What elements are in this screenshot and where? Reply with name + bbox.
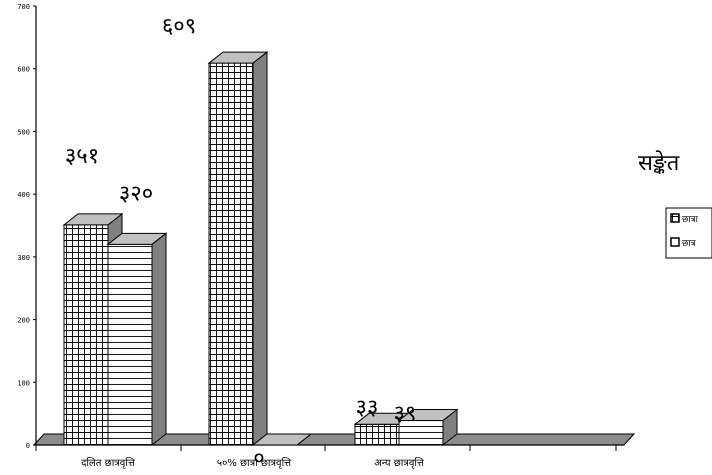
bar-front [354,423,400,446]
bars-group [62,51,459,447]
y-tick-label: 400 [17,191,30,199]
bar [207,51,269,447]
y-axis-ticks: 0 100 200 300 400 500 600 700 [17,3,36,450]
bar-front [107,243,153,446]
y-tick-label: 300 [17,254,30,262]
y-tick-label: 700 [17,3,30,11]
legend-title: सङ्केत [638,150,680,176]
bar [251,433,313,446]
data-label: ३२० [119,181,153,206]
y-tick-label: 100 [17,379,30,387]
x-category-label: ५०% छात्रा छात्रवृत्ति [217,457,292,469]
y-tick-label: 600 [17,66,30,74]
data-label: ३५१ [65,144,99,169]
bar [106,232,168,447]
y-tick-label: 500 [17,128,30,136]
data-labels-group: ३५१ ६०९ ३३ ३२० ० ३९ [65,14,417,471]
x-category-label: अन्य छात्रवृत्ति [374,457,425,469]
x-axis-ticks [35,445,617,451]
category-labels-group: दलित छात्रवृत्ति ५०% छात्रा छात्रवृत्ति अन… [81,457,425,469]
bar-top [397,409,459,422]
bar-front [398,420,444,446]
data-label: ६०९ [162,14,196,39]
x-category-label: दलित छात्रवृत्ति [81,457,136,469]
legend-swatch-series-1 [670,237,680,247]
data-label: ३९ [394,402,417,427]
y-tick-label: 200 [17,317,30,325]
bar-front [63,224,109,446]
bar [397,408,459,447]
legend: सङ्केत छात्रा छात्र [638,150,712,259]
bar-side [252,51,268,447]
bar-front [208,62,254,446]
y-tick-label: 0 [26,442,30,450]
legend-swatch-series-0 [670,213,680,223]
legend-label-series-0: छात्रा [682,215,699,225]
bar-top [62,213,124,226]
legend-label-series-1: छात्र [682,239,697,249]
bar-side [151,232,167,447]
bar-top [106,232,168,245]
data-label: ३३ [356,395,379,420]
data-label: ० [253,446,264,471]
bar-top [251,433,313,446]
bar-top [207,51,269,64]
